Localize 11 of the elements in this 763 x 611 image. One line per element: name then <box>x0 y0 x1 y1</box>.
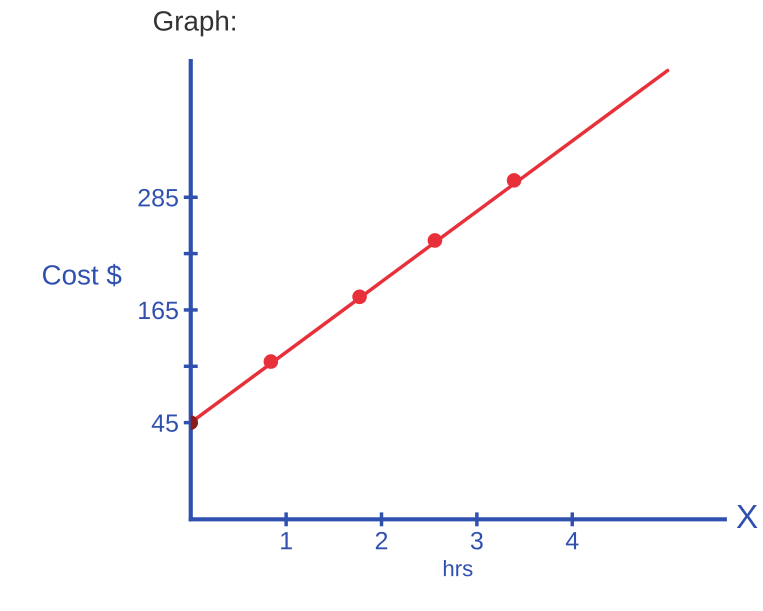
text: X <box>736 505 758 528</box>
y-tick-label: 285 <box>138 188 178 207</box>
x-tick-label: 4 <box>566 532 578 550</box>
y-tick-label: 45 <box>152 414 178 432</box>
chart-title: Graph: <box>154 10 235 36</box>
x-tick-label: 3 <box>470 532 483 550</box>
y-axis-title: Cost $ <box>42 264 122 286</box>
x-axis-title: hrs <box>444 560 472 576</box>
x-tick-label: 1 <box>281 532 292 550</box>
x-tick-label: 2 <box>376 532 388 550</box>
y-tick-label: 165 <box>139 302 178 320</box>
